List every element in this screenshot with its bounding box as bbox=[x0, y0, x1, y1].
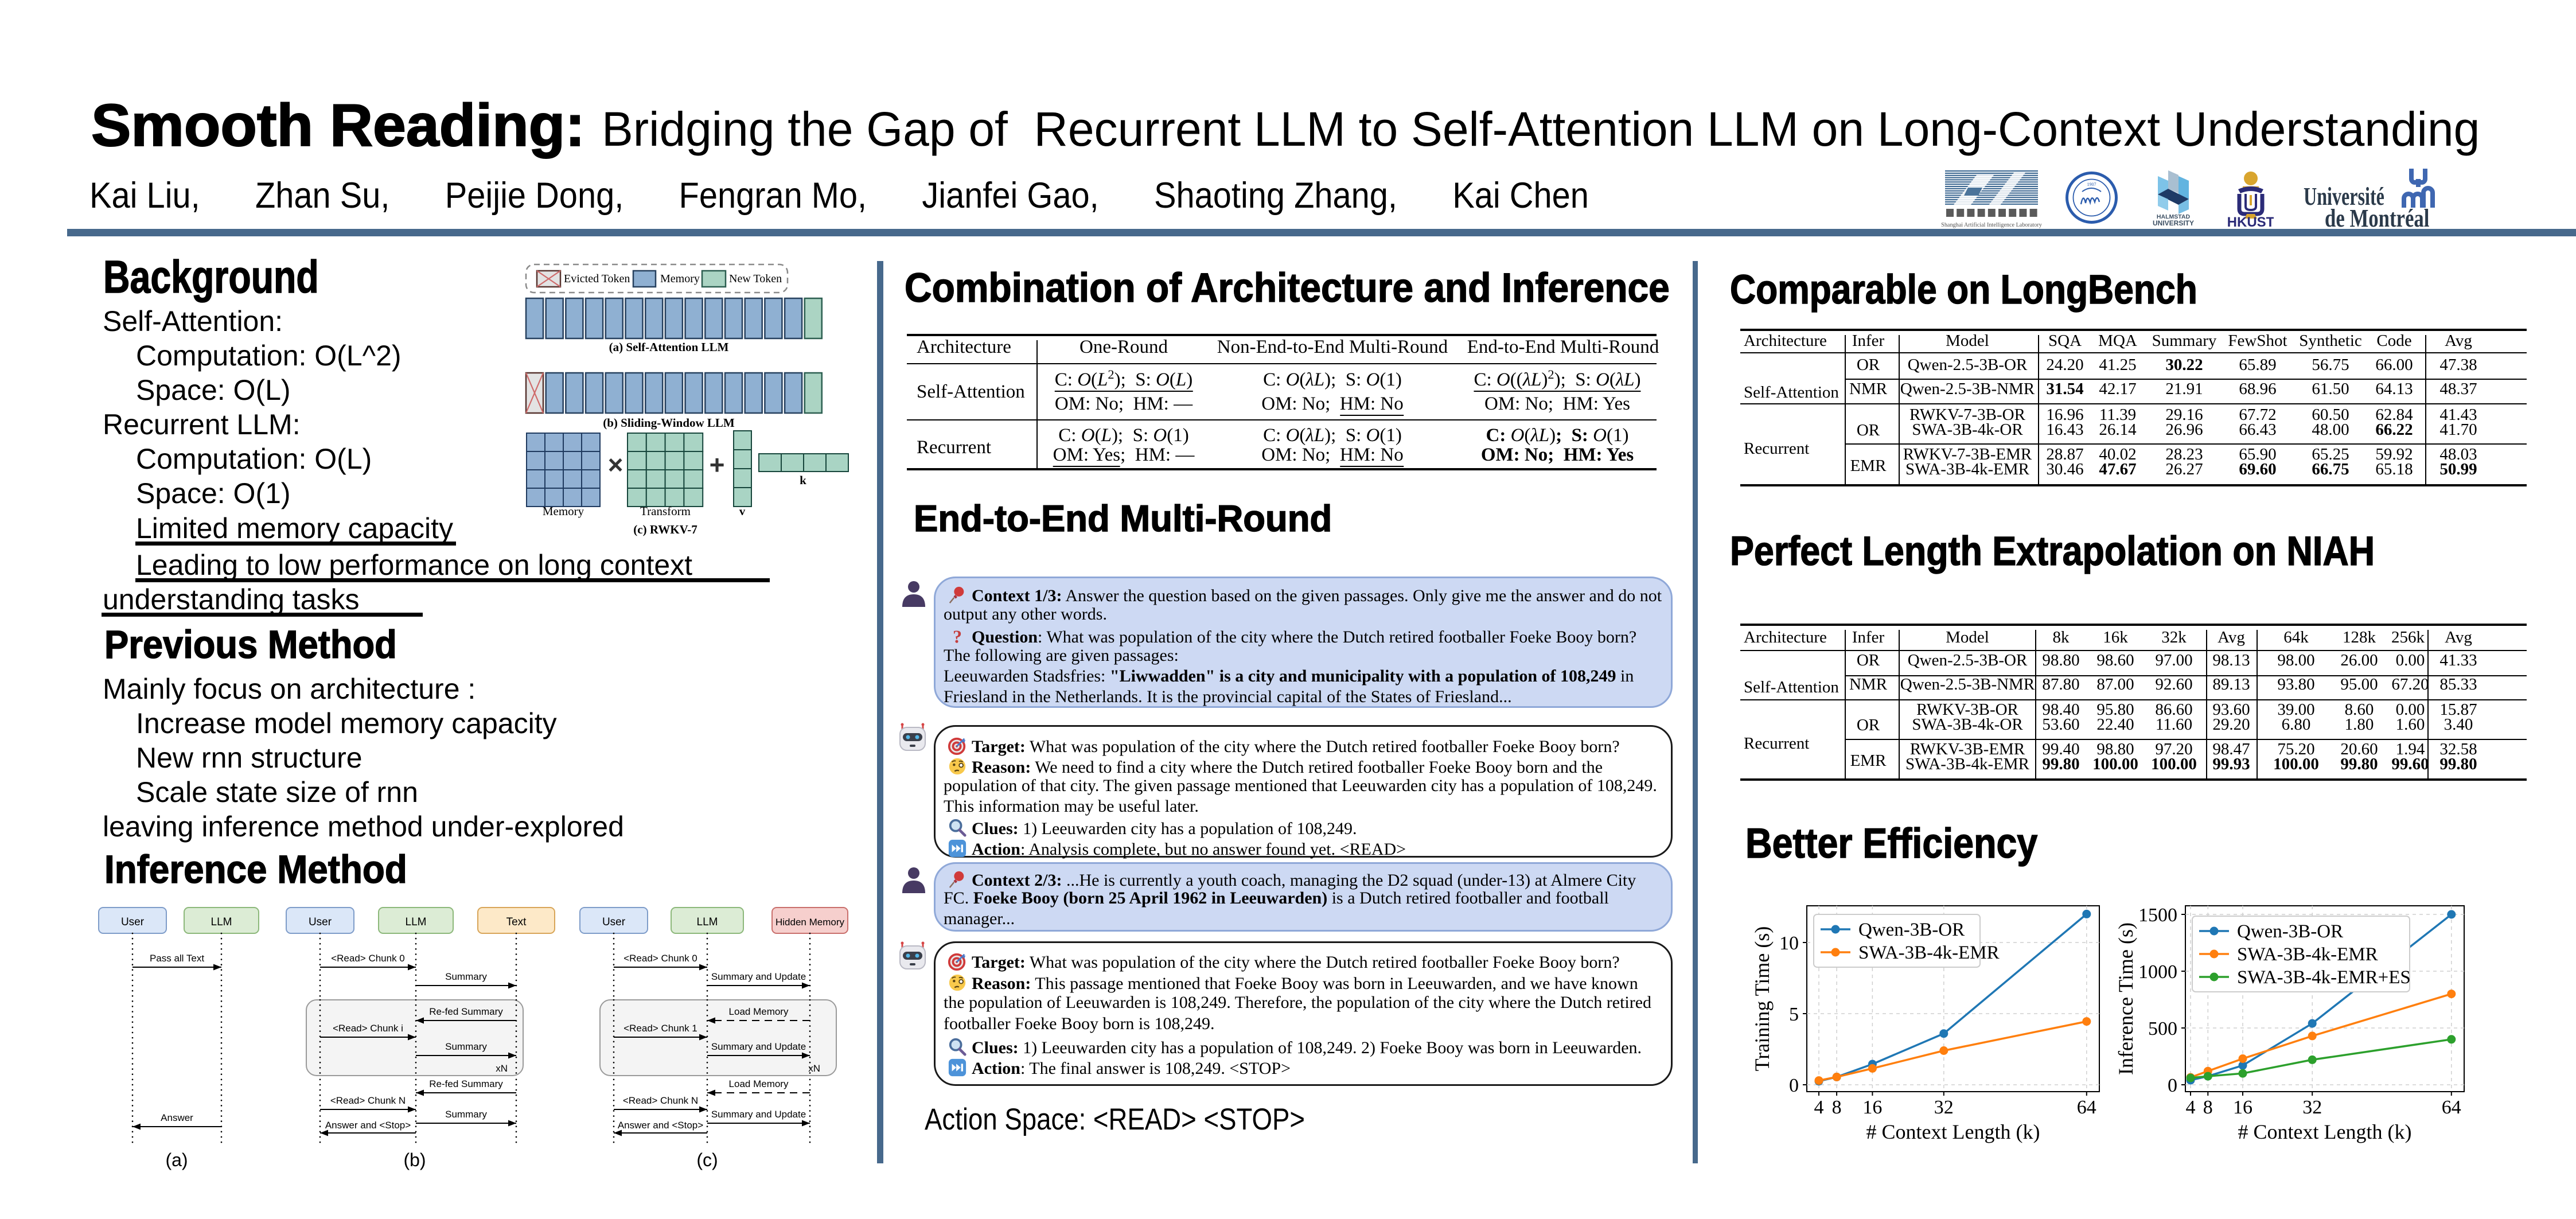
svg-text:1500: 1500 bbox=[2138, 905, 2177, 926]
svg-text:# Context Length (k): # Context Length (k) bbox=[1866, 1120, 2040, 1143]
svg-text:Hidden Memory: Hidden Memory bbox=[775, 917, 844, 928]
svg-text:+: + bbox=[710, 450, 725, 480]
svg-text:k: k bbox=[800, 473, 806, 487]
svg-text:xN: xN bbox=[496, 1063, 508, 1074]
svg-text:Memory: Memory bbox=[660, 272, 700, 285]
svg-text:LLM: LLM bbox=[697, 916, 718, 928]
svg-text:v: v bbox=[739, 504, 746, 518]
svg-text:SWA-3B-4k-EMR+ES: SWA-3B-4k-EMR+ES bbox=[2237, 967, 2411, 988]
svg-text:4: 4 bbox=[2186, 1097, 2196, 1118]
svg-text:?: ? bbox=[953, 626, 962, 646]
svg-text:Re-fed Summary: Re-fed Summary bbox=[429, 1006, 503, 1017]
svg-text:Transform: Transform bbox=[640, 504, 691, 518]
svg-text:xN: xN bbox=[808, 1063, 820, 1074]
svg-text:(c) RWKV-7: (c) RWKV-7 bbox=[633, 523, 697, 536]
svg-text:Inference Time (s): Inference Time (s) bbox=[2114, 922, 2137, 1075]
svg-text:Answer and <Stop>: Answer and <Stop> bbox=[618, 1120, 703, 1131]
svg-text:<Read> Chunk N: <Read> Chunk N bbox=[623, 1095, 698, 1106]
svg-text:Summary and Update: Summary and Update bbox=[711, 1109, 806, 1120]
svg-text:16: 16 bbox=[2233, 1097, 2252, 1118]
svg-text:# Context Length (k): # Context Length (k) bbox=[2238, 1120, 2412, 1143]
svg-text:Re-fed Summary: Re-fed Summary bbox=[429, 1078, 503, 1089]
svg-text:8: 8 bbox=[2203, 1097, 2213, 1118]
svg-text:(a) Self-Attention LLM: (a) Self-Attention LLM bbox=[609, 340, 729, 354]
svg-text:Load Memory: Load Memory bbox=[729, 1006, 789, 1017]
svg-text:Qwen-3B-OR: Qwen-3B-OR bbox=[2237, 921, 2343, 942]
svg-text:Evicted Token: Evicted Token bbox=[564, 272, 630, 285]
svg-text:Qwen-3B-OR: Qwen-3B-OR bbox=[1858, 920, 1965, 940]
svg-text:Summary: Summary bbox=[445, 971, 487, 982]
svg-text:HKUST: HKUST bbox=[2228, 215, 2274, 228]
svg-text:(c): (c) bbox=[696, 1150, 718, 1170]
svg-text:(b) Sliding-Window LLM: (b) Sliding-Window LLM bbox=[603, 416, 735, 430]
svg-text:UNIVERSITY: UNIVERSITY bbox=[2153, 219, 2194, 227]
svg-text:Pass all Text: Pass all Text bbox=[150, 953, 204, 964]
svg-text:64: 64 bbox=[2442, 1097, 2461, 1118]
svg-text:Memory: Memory bbox=[543, 504, 584, 518]
svg-text:32: 32 bbox=[2302, 1097, 2322, 1118]
svg-text:0: 0 bbox=[1789, 1075, 1799, 1096]
svg-text:<Read> Chunk i: <Read> Chunk i bbox=[333, 1023, 403, 1034]
svg-text:<Read> Chunk 0: <Read> Chunk 0 bbox=[623, 953, 697, 964]
svg-text:User: User bbox=[602, 916, 626, 928]
svg-text:0: 0 bbox=[2168, 1075, 2177, 1096]
svg-text:8: 8 bbox=[1832, 1097, 1842, 1118]
svg-text:SWA-3B-4k-EMR: SWA-3B-4k-EMR bbox=[1858, 943, 2000, 963]
svg-text:(b): (b) bbox=[403, 1150, 426, 1170]
svg-text:Summary: Summary bbox=[445, 1109, 487, 1120]
svg-text:64: 64 bbox=[2077, 1097, 2096, 1118]
svg-text:1907: 1907 bbox=[2087, 182, 2096, 187]
svg-text:Summary: Summary bbox=[445, 1041, 487, 1052]
svg-text:Training Time (s): Training Time (s) bbox=[1751, 926, 1774, 1072]
svg-text:SWA-3B-4k-EMR: SWA-3B-4k-EMR bbox=[2237, 944, 2378, 965]
svg-text:Load Memory: Load Memory bbox=[729, 1078, 789, 1089]
svg-text:500: 500 bbox=[2148, 1018, 2177, 1039]
svg-text:New Token: New Token bbox=[729, 272, 782, 285]
svg-text:Answer: Answer bbox=[161, 1112, 193, 1123]
svg-text:Summary and Update: Summary and Update bbox=[711, 971, 806, 982]
svg-text:LLM: LLM bbox=[406, 916, 427, 928]
svg-text:5: 5 bbox=[1789, 1004, 1799, 1025]
svg-text:<Read> Chunk 0: <Read> Chunk 0 bbox=[331, 953, 405, 964]
svg-text:User: User bbox=[309, 916, 332, 928]
svg-text:(a): (a) bbox=[165, 1150, 188, 1170]
svg-text:<Read> Chunk 1: <Read> Chunk 1 bbox=[623, 1023, 697, 1034]
svg-text:32: 32 bbox=[1934, 1097, 1954, 1118]
svg-text:<Read> Chunk N: <Read> Chunk N bbox=[330, 1095, 406, 1106]
svg-text:User: User bbox=[121, 916, 145, 928]
svg-text:HALMSTAD: HALMSTAD bbox=[2157, 213, 2191, 220]
svg-text:1000: 1000 bbox=[2138, 961, 2177, 983]
svg-text:16: 16 bbox=[1862, 1097, 1882, 1118]
svg-text:LLM: LLM bbox=[211, 916, 232, 928]
svg-text:10: 10 bbox=[1779, 933, 1799, 954]
svg-text:Answer and <Stop>: Answer and <Stop> bbox=[325, 1120, 411, 1131]
svg-text:4: 4 bbox=[1814, 1097, 1824, 1118]
svg-text:×: × bbox=[608, 450, 623, 480]
svg-text:Summary and Update: Summary and Update bbox=[711, 1041, 806, 1052]
svg-text:Shanghai Artificial Intelligen: Shanghai Artificial Intelligence Laborat… bbox=[1941, 222, 2043, 228]
svg-text:Text: Text bbox=[506, 916, 527, 928]
